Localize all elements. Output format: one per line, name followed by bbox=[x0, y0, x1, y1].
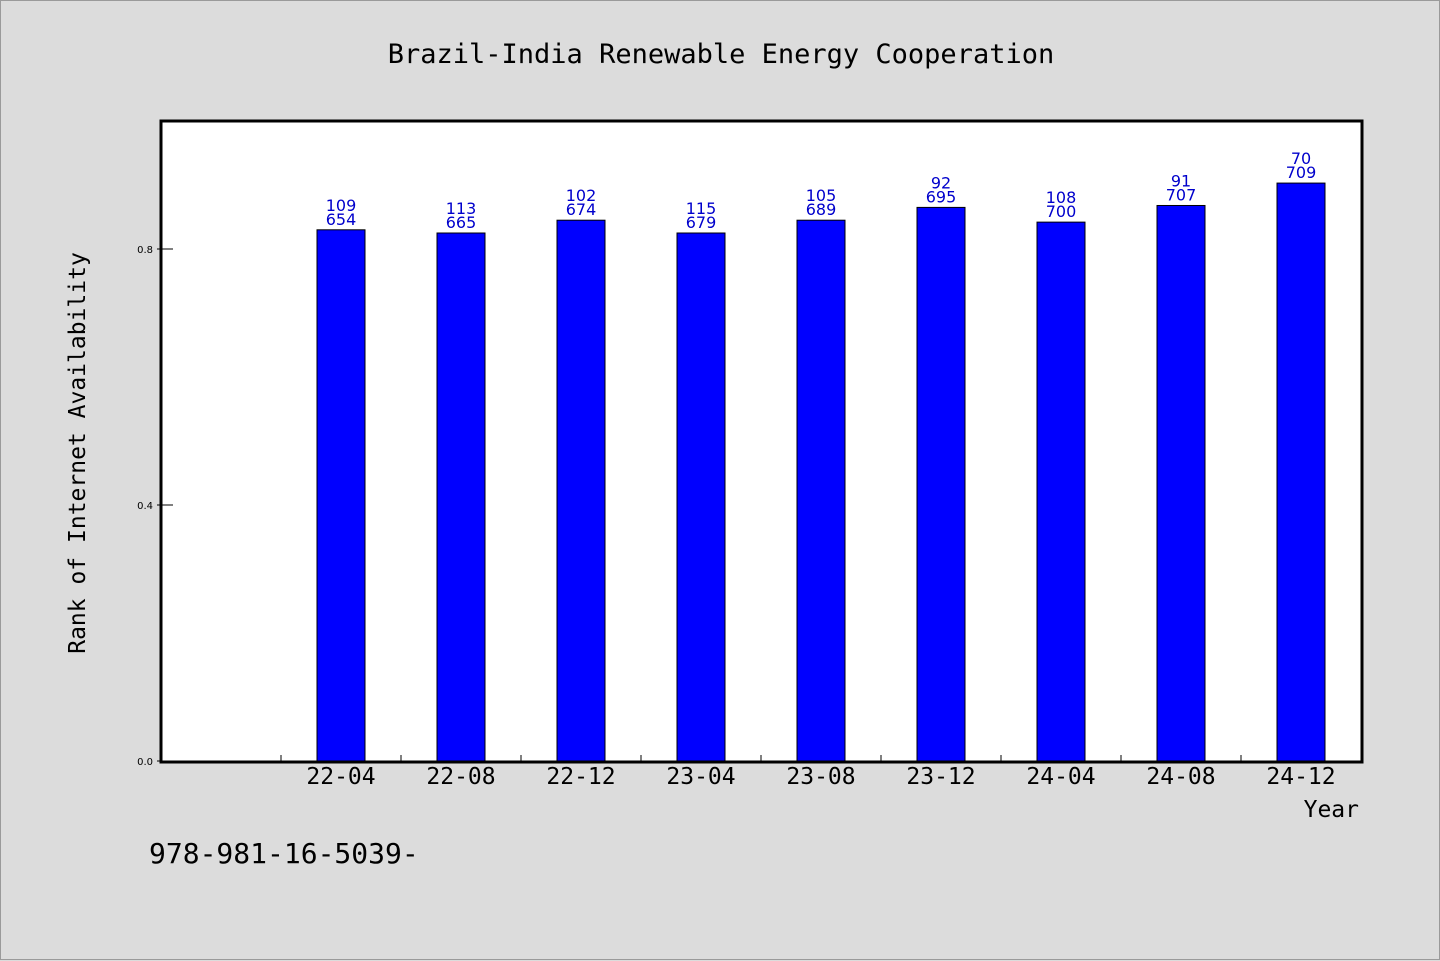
x-tick-label: 24-12 bbox=[1266, 764, 1335, 790]
footer-text: 978-981-16-5039- bbox=[149, 837, 419, 870]
bar bbox=[436, 232, 486, 762]
bar bbox=[916, 206, 966, 762]
y-tick-label: 0.4 bbox=[137, 501, 153, 512]
data-label-bottom: 689 bbox=[806, 200, 837, 219]
data-label-top: 109 bbox=[326, 196, 357, 215]
data-label-bottom: 674 bbox=[566, 200, 597, 219]
data-label-top: 70 bbox=[1291, 149, 1311, 168]
bar-series bbox=[316, 182, 1326, 762]
data-label-bottom: 695 bbox=[926, 187, 957, 206]
bar bbox=[1156, 204, 1206, 762]
x-tick-label: 24-04 bbox=[1026, 764, 1095, 790]
x-tick-label: 23-12 bbox=[906, 764, 975, 790]
y-tick-label: 0.8 bbox=[137, 245, 153, 256]
x-tick-label: 23-08 bbox=[786, 764, 855, 790]
bar bbox=[676, 232, 726, 762]
data-label-top: 105 bbox=[806, 186, 837, 205]
y-tick-label: 0.0 bbox=[137, 757, 153, 768]
x-tick-label: 22-12 bbox=[546, 764, 615, 790]
bar bbox=[556, 219, 606, 762]
bar bbox=[1036, 221, 1086, 762]
x-tick-label: 23-04 bbox=[666, 764, 735, 790]
data-label-top: 113 bbox=[446, 199, 477, 218]
data-label-bottom: 700 bbox=[1046, 202, 1077, 221]
data-label-top: 115 bbox=[686, 199, 717, 218]
bar bbox=[796, 219, 846, 762]
data-label-top: 102 bbox=[566, 186, 597, 205]
data-label-top: 92 bbox=[931, 173, 951, 192]
bar bbox=[1276, 182, 1326, 762]
data-label-bottom: 679 bbox=[686, 213, 717, 232]
data-label-bottom: 709 bbox=[1286, 163, 1317, 182]
y-axis-title: Rank of Internet Availability bbox=[65, 252, 91, 654]
data-label-bottom: 707 bbox=[1166, 185, 1197, 204]
x-tick-label: 22-08 bbox=[426, 764, 495, 790]
data-label-bottom: 654 bbox=[326, 210, 357, 229]
data-label-top: 91 bbox=[1171, 171, 1191, 190]
x-axis-ticks: 22-04 22-08 22-12 23-04 23-08 23-12 24-04 24-08… bbox=[280, 755, 1362, 790]
data-label-bottom: 665 bbox=[446, 213, 477, 232]
x-tick-label: 24-08 bbox=[1146, 764, 1215, 790]
x-axis-title: Year bbox=[1304, 797, 1359, 823]
bar bbox=[316, 229, 366, 762]
data-label-top: 108 bbox=[1046, 188, 1077, 207]
x-tick-label: 22-04 bbox=[306, 764, 375, 790]
chart-title: Brazil-India Renewable Energy Cooperatio… bbox=[388, 39, 1054, 70]
plot-border bbox=[159, 119, 1364, 764]
